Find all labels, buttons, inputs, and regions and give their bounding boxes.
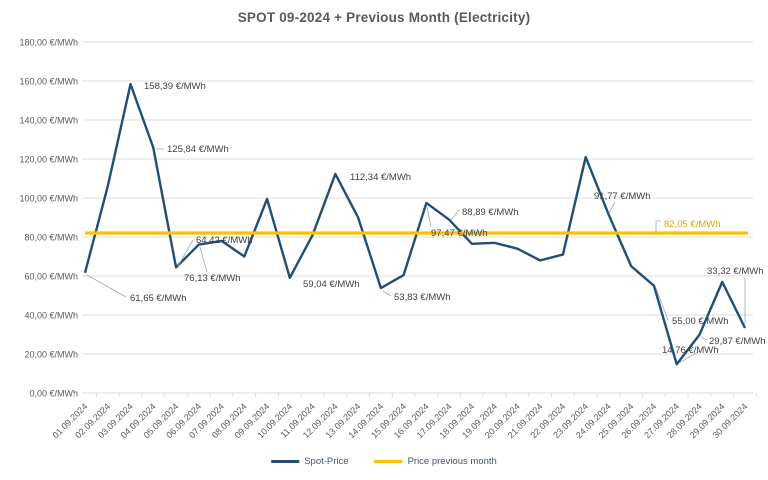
chart-title: SPOT 09-2024 + Previous Month (Electrici… xyxy=(237,10,531,25)
data-label-leader-line xyxy=(382,290,392,297)
data-label: 97,47 €/MWh xyxy=(431,228,488,239)
spot-price-line-swatch xyxy=(271,460,300,463)
data-label: 112,34 €/MWh xyxy=(350,172,411,183)
y-axis-tick-label: 100,00 €/MWh xyxy=(19,194,78,204)
data-label-leader-line xyxy=(426,206,432,228)
legend-label-previous-month: Price previous month xyxy=(407,456,497,467)
data-label-leader-line xyxy=(608,201,616,214)
y-axis-tick-label: 120,00 €/MWh xyxy=(19,155,78,165)
data-label: 125,84 €/MWh xyxy=(167,144,229,155)
data-label: 91,77 €/MWh xyxy=(594,191,651,202)
y-axis-tick-label: 180,00 €/MWh xyxy=(19,38,78,48)
data-label: 53,83 €/MWh xyxy=(394,292,451,303)
data-label: 55,00 €/MWh xyxy=(672,316,729,327)
data-label: 76,13 €/MWh xyxy=(184,273,241,284)
data-label-leader-line xyxy=(450,209,460,221)
data-label: 29,87 €/MWh xyxy=(709,336,766,347)
y-axis-tick-label: 160,00 €/MWh xyxy=(19,77,78,87)
legend: Spot-Price Price previous month xyxy=(271,456,497,467)
previous-month-line-swatch xyxy=(374,460,403,463)
data-label: 88,89 €/MWh xyxy=(462,207,519,218)
data-label-leader-line xyxy=(655,287,669,321)
data-label: 33,32 €/MWh xyxy=(707,266,764,277)
data-label-leader-line xyxy=(177,239,194,267)
spot-price-line xyxy=(83,82,747,366)
data-label-leader-line xyxy=(86,274,127,298)
data-label: 61,65 €/MWh xyxy=(130,293,187,304)
data-label-leader-line xyxy=(700,336,708,341)
y-axis-tick-label: 20,00 €/MWh xyxy=(24,350,78,360)
legend-item-spot-price: Spot-Price xyxy=(271,456,349,467)
data-label-leader-line xyxy=(655,220,661,232)
legend-item-previous-month: Price previous month xyxy=(374,456,497,467)
previous-month-value-label: 82,05 €/MWh xyxy=(664,219,721,230)
data-label: 59,04 €/MWh xyxy=(303,279,360,290)
data-label-leader-line xyxy=(199,246,208,273)
y-axis-tick-label: 140,00 €/MWh xyxy=(19,116,78,126)
data-label: 158,39 €/MWh xyxy=(144,81,206,92)
y-axis-tick-label: 60,00 €/MWh xyxy=(24,272,78,282)
data-label: 64,42 €/MWh xyxy=(196,235,253,246)
data-label-leader-line xyxy=(678,350,701,364)
y-axis-tick-label: 80,00 €/MWh xyxy=(24,233,78,243)
legend-label-spot-price: Spot-Price xyxy=(304,456,349,467)
data-label: 14,76 €/MWh xyxy=(662,345,719,356)
y-axis-tick-label: 40,00 €/MWh xyxy=(24,311,78,321)
y-axis-tick-label: 0,00 €/MWh xyxy=(29,389,78,399)
